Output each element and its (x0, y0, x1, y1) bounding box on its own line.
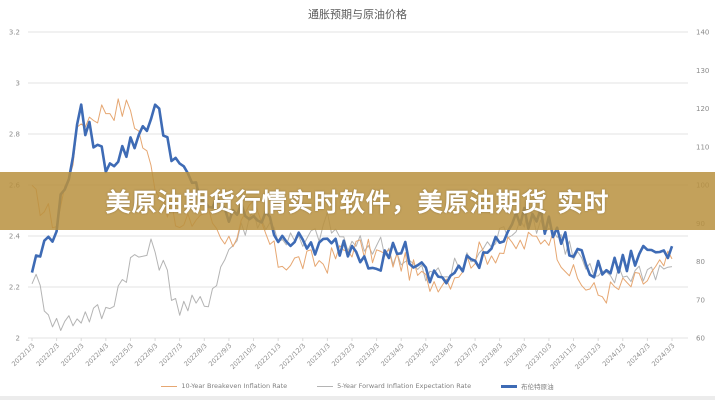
legend-label: 布伦特原油 (521, 383, 554, 391)
x-axis-tick: 2022/12/3 (278, 342, 307, 371)
legend-label: 5-Year Forward Inflation Expectation Rat… (337, 382, 472, 390)
legend-item-10y-breakeven: 10-Year Breakeven Inflation Rate (161, 382, 287, 390)
x-axis-tick: 2023/4/3 (379, 342, 405, 368)
bottom-divider (0, 396, 715, 400)
right-axis-tick: 110 (696, 143, 709, 151)
series-line-2 (30, 103, 674, 285)
x-axis-tick: 2022/4/3 (84, 342, 110, 368)
x-axis-ticks: 2022/1/32022/2/32022/3/32022/4/32022/5/3… (10, 338, 676, 371)
x-axis-tick: 2024/3/3 (650, 342, 676, 368)
chart-legend: 10-Year Breakeven Inflation Rate 5-Year … (0, 379, 715, 393)
left-axis-tick: 3.2 (9, 29, 20, 37)
right-axis-tick: 70 (696, 296, 705, 304)
left-axis-tick: 2.4 (9, 233, 21, 241)
right-axis-tick: 140 (696, 29, 709, 37)
x-axis-tick: 2023/1/3 (305, 342, 331, 368)
left-axis-tick: 2 (16, 335, 20, 343)
legend-swatch-brent-icon (501, 384, 518, 388)
left-axis-tick: 2.2 (9, 284, 20, 292)
x-axis-tick: 2022/6/3 (133, 342, 159, 368)
left-axis-tick: 2.8 (9, 131, 20, 139)
x-axis-tick: 2022/3/3 (59, 342, 85, 368)
banner-text: 美原油期货行情实时软件，美原油期货 实时 (105, 188, 610, 217)
x-axis-tick: 2023/6/3 (429, 342, 455, 368)
legend-swatch-10y-icon (161, 385, 178, 387)
x-axis-tick: 2023/3/3 (355, 342, 381, 368)
chart-title: 通胀预期与原油价格 (308, 8, 407, 21)
series-line-1 (31, 205, 673, 331)
x-axis-tick: 2023/7/3 (453, 342, 479, 368)
x-axis-tick: 2023/12/3 (573, 342, 602, 371)
x-axis-tick: 2022/7/3 (158, 342, 184, 368)
overlay-banner: 美原油期货行情实时软件，美原油期货 实时 (0, 172, 715, 230)
right-axis-tick: 80 (696, 258, 705, 266)
x-axis-tick: 2024/1/3 (601, 342, 627, 368)
legend-label: 10-Year Breakeven Inflation Rate (181, 382, 288, 390)
x-axis-tick: 2024/2/3 (625, 342, 651, 368)
legend-item-5y-forward: 5-Year Forward Inflation Expectation Rat… (317, 382, 471, 390)
x-axis-tick: 2022/8/3 (182, 342, 208, 368)
right-axis-tick: 130 (696, 67, 709, 75)
x-axis-tick: 2023/5/3 (404, 342, 430, 368)
series-lines (30, 98, 674, 331)
x-axis-tick: 2022/2/3 (35, 342, 61, 368)
x-axis-tick: 2022/5/3 (109, 342, 135, 368)
right-axis-tick: 60 (696, 335, 705, 343)
x-axis-tick: 2023/8/3 (478, 342, 504, 368)
series-line-0 (31, 98, 673, 304)
x-axis-tick: 2023/2/3 (330, 342, 356, 368)
x-axis-tick: 2022/1/3 (10, 342, 36, 368)
legend-item-brent: 布伦特原油 (501, 381, 554, 391)
legend-swatch-5y-icon (317, 385, 334, 387)
right-axis-tick: 120 (696, 105, 709, 113)
left-axis-tick: 3 (16, 80, 20, 88)
